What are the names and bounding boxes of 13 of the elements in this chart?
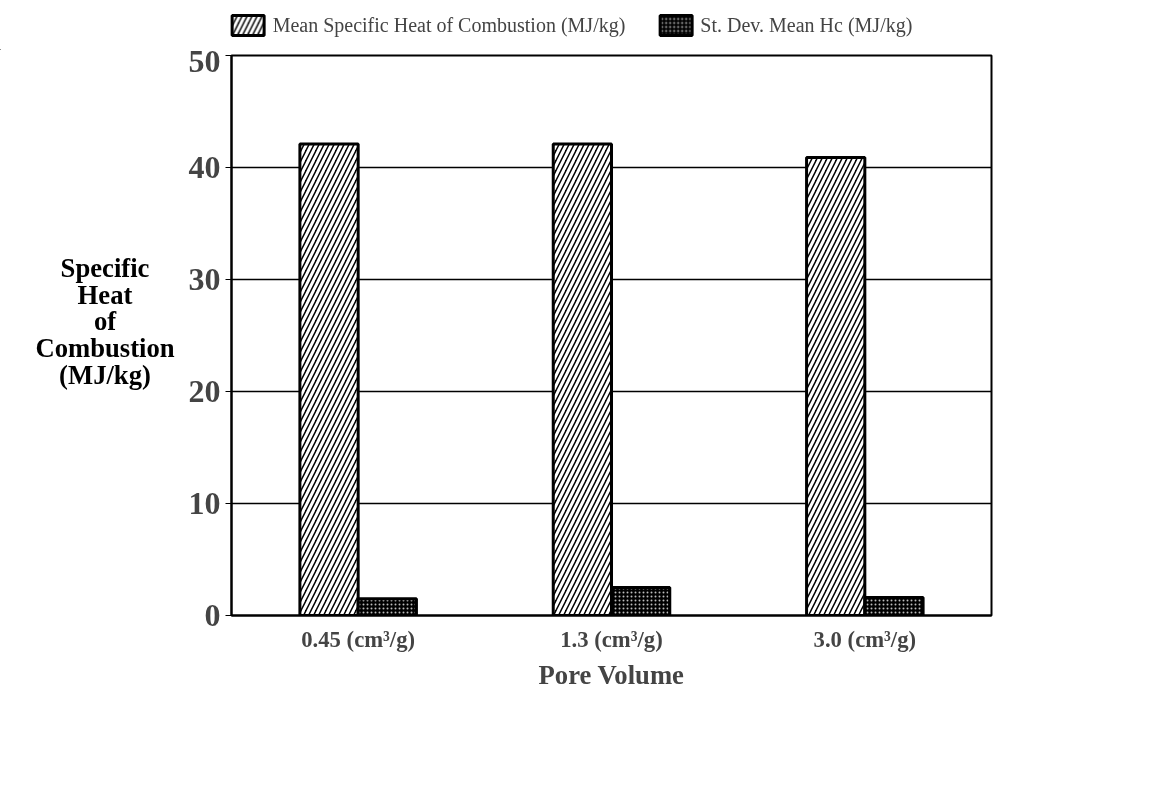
y-tick-label: 30 (188, 261, 221, 297)
y-tick-label: 0 (204, 597, 221, 633)
legend-label: St. Dev. Mean Hc (MJ/kg) (700, 13, 913, 37)
x-tick-label: 0.45 (cm³/g) (301, 626, 416, 652)
x-tick-label: 1.3 (cm³/g) (560, 626, 663, 652)
y-tick-label: 40 (188, 149, 221, 185)
y-tick-label: 20 (188, 373, 221, 409)
legend-label: Mean Specific Heat of Combustion (MJ/kg) (272, 13, 626, 37)
y-axis-title: Specific Heat of Combustion (MJ/kg) (35, 253, 175, 390)
x-axis-title: Pore Volume (538, 659, 685, 690)
x-tick-label: 3.0 (cm³/g) (813, 626, 917, 652)
y-tick-label: 50 (188, 42, 221, 79)
y-tick-label: 10 (188, 485, 221, 521)
